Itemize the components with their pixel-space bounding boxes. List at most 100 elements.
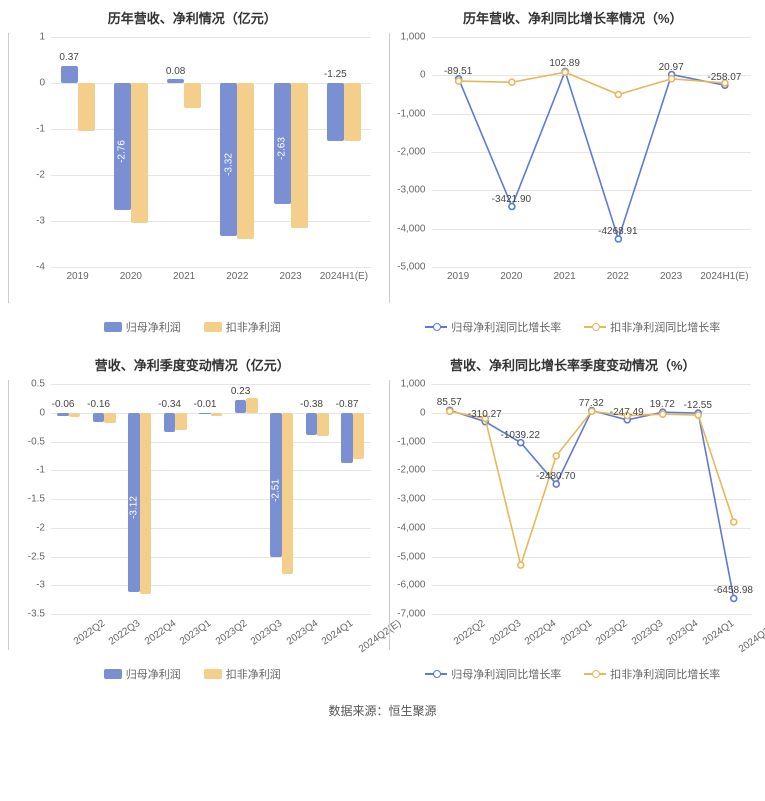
bar-a — [167, 79, 184, 83]
bar-label: 0.37 — [59, 52, 78, 63]
data-source-footer: 数据来源：恒生聚源 — [8, 702, 757, 719]
legend-label-a: 归母净利润 — [126, 666, 181, 682]
chart2-xaxis: 201920202021202220232024H1(E) — [432, 269, 752, 303]
ytick: -4,000 — [397, 522, 425, 533]
xtick: 2019 — [447, 271, 469, 282]
marker-a — [615, 236, 621, 242]
chart3-title: 营收、净利季度变动情况（亿元） — [8, 355, 377, 374]
xtick: 2023Q3 — [630, 618, 665, 647]
ytick: -3,000 — [397, 494, 425, 505]
panel-annual-growth: 历年营收、净利同比增长率情况（%） -5,000-4,000-3,000-2,0… — [389, 8, 758, 335]
xtick: 2024H1(E) — [700, 271, 748, 282]
ytick: -2,000 — [397, 147, 425, 158]
chart3-legend: 归母净利润 扣非净利润 — [8, 666, 377, 682]
xtick: 2024Q2(E) — [737, 618, 765, 655]
legend-series-b: 扣非净利润 — [204, 319, 281, 335]
ytick: -5,000 — [397, 551, 425, 562]
ytick: -3 — [36, 580, 45, 591]
ytick: 1,000 — [400, 379, 425, 390]
swatch-bar-a — [104, 322, 122, 332]
marker-a — [508, 204, 514, 210]
marker-b — [562, 69, 568, 75]
bar-label: -0.06 — [52, 399, 75, 410]
swatch-line-b — [584, 326, 606, 328]
ytick: 0 — [420, 407, 426, 418]
swatch-line-b — [584, 673, 606, 675]
chart1-box: -4-3-2-101 0.37-2.760.08-3.32-2.63-1.25 … — [8, 33, 377, 303]
xtick: 2022Q4 — [143, 618, 178, 647]
line-svg — [432, 384, 752, 614]
bar-b — [291, 83, 308, 228]
chart1-legend: 归母净利润 扣非净利润 — [8, 319, 377, 335]
ytick: 0 — [420, 70, 426, 81]
chart4-yaxis: -7,000-6,000-5,000-4,000-3,000-2,000-1,0… — [390, 384, 430, 614]
bar-b — [317, 413, 328, 436]
xtick: 2023 — [660, 271, 682, 282]
xtick: 2023Q1 — [559, 618, 594, 647]
gridline — [51, 221, 371, 222]
bar-a — [128, 413, 139, 592]
gridline — [51, 37, 371, 38]
line-a — [458, 71, 724, 239]
bar-a — [93, 413, 104, 422]
xtick: 2022 — [226, 271, 248, 282]
legend-series-b: 扣非净利润同比增长率 — [584, 666, 720, 682]
chart4-plot: 85.57-310.27-1039.22-2480.7077.32-247.49… — [432, 384, 752, 614]
bar-a — [274, 83, 291, 204]
marker-b — [721, 80, 727, 86]
legend-series-a: 归母净利润 — [104, 319, 181, 335]
swatch-bar-b — [204, 669, 222, 679]
bar-b — [78, 83, 95, 131]
bar-a — [235, 400, 246, 413]
ytick: -0.5 — [28, 436, 45, 447]
bar-a — [114, 83, 131, 210]
gridline — [51, 175, 371, 176]
bar-a — [327, 83, 344, 141]
ytick: -1.5 — [28, 494, 45, 505]
ytick: -2.5 — [28, 551, 45, 562]
ytick: -1 — [36, 124, 45, 135]
bar-label: -0.87 — [336, 399, 359, 410]
gridline — [51, 384, 371, 385]
ytick: 0.5 — [31, 379, 45, 390]
swatch-line-a — [425, 673, 447, 675]
ytick: -1,000 — [397, 436, 425, 447]
ytick: 1 — [39, 32, 45, 43]
xtick: 2022Q2 — [452, 618, 487, 647]
swatch-line-a — [425, 326, 447, 328]
chart3-yaxis: -3.5-3-2.5-2-1.5-1-0.500.5 — [9, 384, 49, 614]
gridline — [51, 499, 371, 500]
bar-b — [246, 398, 257, 412]
xtick: 2021 — [173, 271, 195, 282]
marker-b — [482, 416, 488, 422]
marker-b — [659, 411, 665, 417]
chart3-plot: -0.06-0.16-3.12-0.34-0.010.23-2.51-0.38-… — [51, 384, 371, 614]
panel-quarterly-growth: 营收、净利同比增长率季度变动情况（%） -7,000-6,000-5,000-4… — [389, 355, 758, 682]
ytick: -2 — [36, 522, 45, 533]
bar-b — [175, 413, 186, 430]
chart-grid: 历年营收、净利情况（亿元） -4-3-2-101 0.37-2.760.08-3… — [8, 8, 757, 682]
legend-series-b: 扣非净利润同比增长率 — [584, 319, 720, 335]
bar-label: -0.01 — [194, 399, 217, 410]
chart1-title: 历年营收、净利情况（亿元） — [8, 8, 377, 27]
gridline — [51, 267, 371, 268]
legend-label-b: 扣非净利润同比增长率 — [610, 666, 720, 682]
marker-a — [517, 440, 523, 446]
xtick: 2020 — [120, 271, 142, 282]
bar-label: -0.16 — [87, 399, 110, 410]
gridline — [51, 129, 371, 130]
line-svg — [432, 37, 752, 267]
xtick: 2020 — [500, 271, 522, 282]
marker-b — [446, 408, 452, 414]
ytick: -1,000 — [397, 108, 425, 119]
ytick: 1,000 — [400, 32, 425, 43]
bar-label: 0.23 — [231, 386, 250, 397]
xtick: 2022Q2 — [72, 618, 107, 647]
legend-series-b: 扣非净利润 — [204, 666, 281, 682]
marker-b — [730, 519, 736, 525]
bar-label: -0.34 — [158, 399, 181, 410]
ytick: -2,000 — [397, 465, 425, 476]
marker-b — [615, 92, 621, 98]
xtick: 2023Q2 — [214, 618, 249, 647]
xtick: 2023Q4 — [665, 618, 700, 647]
